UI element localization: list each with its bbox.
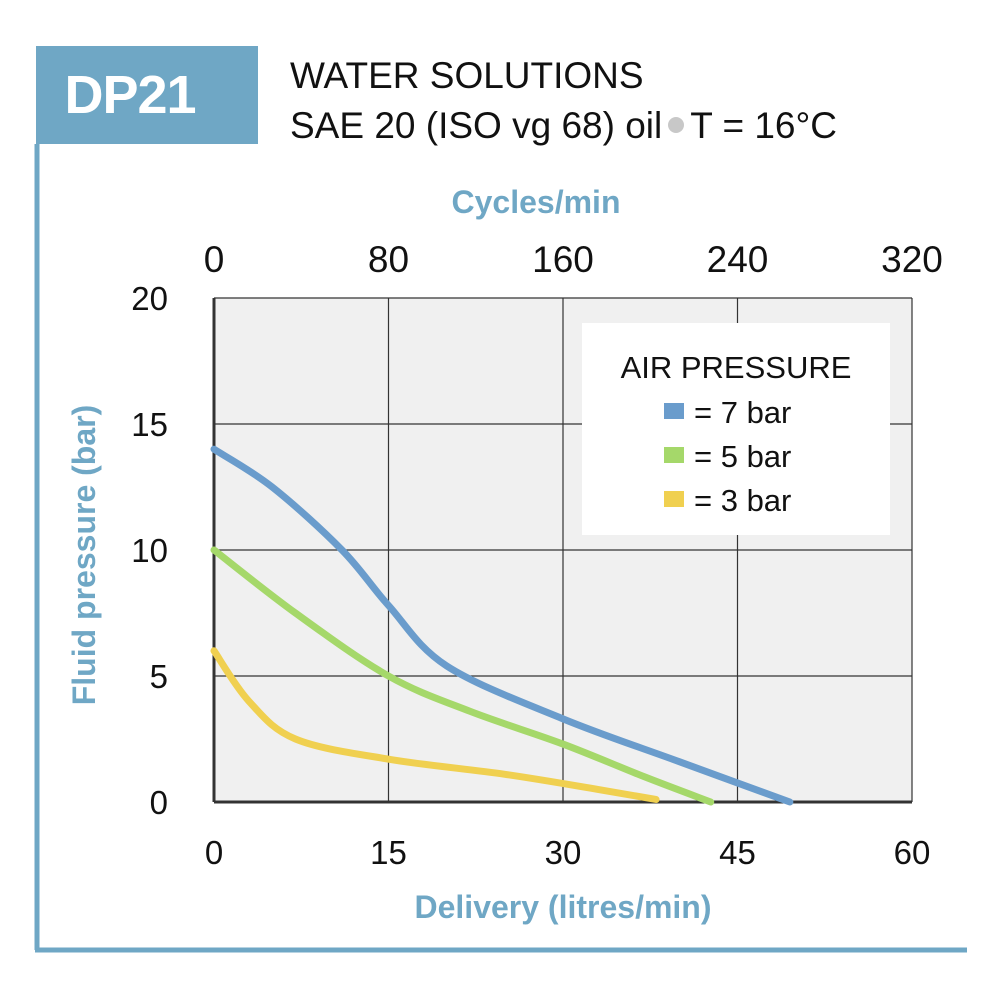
x-axis-ticks: 0 15 30 45 60 bbox=[205, 834, 931, 871]
y-tick-label: 15 bbox=[131, 406, 168, 443]
legend-title: AIR PRESSURE bbox=[621, 350, 852, 385]
x-axis-label: Delivery (litres/min) bbox=[415, 889, 712, 925]
model-code: DP21 bbox=[64, 65, 196, 125]
legend-label: = 7 bar bbox=[694, 395, 791, 430]
legend-swatch bbox=[664, 403, 684, 419]
chart-subtitle: SAE 20 (ISO vg 68) oil T = 16°C bbox=[290, 105, 837, 147]
top-axis-ticks: 0 80 160 240 320 bbox=[204, 239, 943, 280]
oil-spec: SAE 20 (ISO vg 68) oil bbox=[290, 105, 663, 146]
legend-label: = 5 bar bbox=[694, 439, 791, 474]
bullet-dot-icon bbox=[668, 117, 685, 134]
x-tick-label: 45 bbox=[719, 834, 756, 871]
series-line-1 bbox=[210, 546, 715, 806]
chart-title: WATER SOLUTIONS bbox=[290, 55, 644, 96]
top-tick-label: 80 bbox=[368, 239, 409, 280]
y-tick-label: 0 bbox=[150, 784, 168, 821]
x-tick-label: 15 bbox=[370, 834, 407, 871]
legend-box bbox=[582, 323, 890, 535]
series-lines bbox=[210, 445, 794, 806]
model-badge: DP21 bbox=[36, 46, 258, 144]
y-axis-ticks: 0 5 10 15 20 bbox=[131, 280, 168, 821]
legend-swatch bbox=[664, 447, 684, 463]
y-tick-label: 20 bbox=[131, 280, 168, 317]
x-tick-label: 30 bbox=[545, 834, 582, 871]
legend-entries: = 7 bar = 5 bar = 3 bar bbox=[664, 395, 791, 518]
y-tick-label: 5 bbox=[150, 658, 168, 695]
top-axis-label: Cycles/min bbox=[452, 184, 621, 220]
series-line-0 bbox=[210, 445, 794, 806]
y-axis-label: Fluid pressure (bar) bbox=[66, 405, 102, 706]
top-tick-label: 0 bbox=[204, 239, 225, 280]
temperature-spec: T = 16°C bbox=[690, 105, 838, 146]
y-tick-label: 10 bbox=[131, 532, 168, 569]
top-tick-label: 240 bbox=[707, 239, 769, 280]
x-tick-label: 0 bbox=[205, 834, 223, 871]
top-tick-label: 320 bbox=[881, 239, 943, 280]
x-tick-label: 60 bbox=[894, 834, 931, 871]
legend-label: = 3 bar bbox=[694, 483, 791, 518]
series-line-2 bbox=[210, 647, 660, 803]
legend-swatch bbox=[664, 491, 684, 507]
top-tick-label: 160 bbox=[532, 239, 594, 280]
